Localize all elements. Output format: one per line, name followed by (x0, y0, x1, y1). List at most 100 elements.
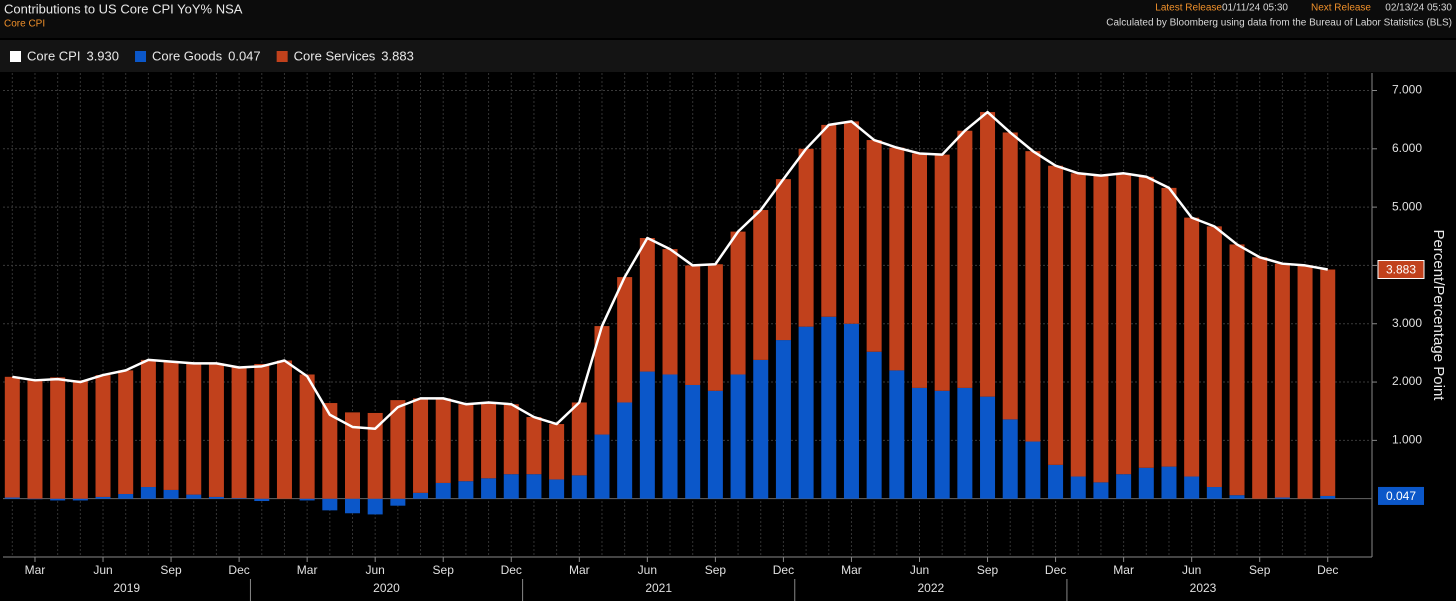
bar (1138, 467, 1154, 499)
bar (254, 363, 270, 499)
bar (481, 402, 497, 479)
legend-bg (0, 40, 1456, 72)
x-tick-label: Mar (569, 563, 590, 577)
bar (140, 359, 156, 488)
bar (957, 387, 973, 499)
bar (889, 147, 905, 371)
bar (390, 400, 406, 499)
bar (435, 398, 451, 483)
bar (118, 494, 134, 499)
bar (889, 370, 905, 499)
x-tick-label: Mar (1113, 563, 1134, 577)
chart-subtitle: Core CPI (4, 19, 45, 30)
bar (775, 340, 791, 499)
bar (1274, 497, 1290, 499)
bar (322, 498, 338, 511)
bar (753, 359, 769, 499)
bar (1161, 187, 1177, 467)
latest-release-label: Latest Release (1155, 3, 1222, 14)
bar (934, 390, 950, 499)
bar (1274, 263, 1290, 498)
bar (1070, 476, 1086, 499)
bar (367, 412, 383, 499)
legend-swatch (276, 51, 288, 62)
bar (685, 384, 701, 499)
bar (1229, 495, 1245, 499)
bar (1184, 217, 1200, 477)
bar (1206, 226, 1222, 488)
bar (707, 390, 723, 499)
bar (526, 474, 542, 499)
last-value-label: 0.047 (1386, 489, 1416, 503)
bar (4, 376, 20, 498)
bar (980, 112, 996, 397)
bar (549, 424, 565, 480)
bar (27, 498, 43, 500)
source-note: Calculated by Bloomberg using data from … (1106, 18, 1452, 29)
bar (798, 148, 814, 327)
bar (1116, 474, 1132, 499)
line (12, 110, 1328, 430)
bar (685, 265, 701, 385)
year-label: 2020 (373, 581, 400, 595)
x-tick-label: Sep (705, 563, 727, 577)
y-tick-label: 5.000 (1392, 199, 1422, 213)
bar (413, 398, 429, 493)
bar (1093, 482, 1109, 499)
bar (299, 374, 315, 499)
chart-title: Contributions to US Core CPI YoY% NSA (4, 1, 243, 16)
bar (662, 374, 678, 499)
bar (458, 404, 474, 482)
bar (730, 374, 746, 499)
bar (1025, 441, 1041, 499)
y-axis-label: Percent/Percentage Point (1430, 230, 1447, 402)
y-tick-label: 6.000 (1392, 141, 1422, 155)
year-label: 2023 (1190, 581, 1217, 595)
next-release: 02/13/24 05:30 (1385, 3, 1452, 14)
y-tick-label: 3.000 (1392, 316, 1422, 330)
bar (208, 496, 224, 499)
bar (1297, 265, 1313, 499)
bar (1025, 151, 1041, 442)
bar (95, 496, 111, 499)
legend-value: 3.930 (86, 48, 119, 63)
bar (72, 498, 88, 501)
bar (957, 130, 973, 388)
x-tick-label: Dec (501, 563, 522, 577)
bar (345, 498, 360, 514)
bar (1093, 175, 1109, 483)
x-tick-label: Dec (773, 563, 794, 577)
x-tick-label: Jun (910, 563, 929, 577)
bar (707, 264, 723, 391)
x-tick-label: Sep (160, 563, 182, 577)
bar (775, 179, 791, 341)
legend-label: Core Services (294, 48, 376, 63)
bar (980, 396, 996, 499)
last-value-flag (1377, 260, 1425, 280)
year-label: 2019 (113, 581, 140, 595)
y-tick-label: 2.000 (1392, 374, 1422, 388)
bar (4, 497, 20, 499)
bar (435, 482, 451, 499)
bar (662, 249, 678, 375)
bar (1229, 244, 1245, 496)
x-tick-label: Dec (228, 563, 249, 577)
bar (481, 478, 497, 499)
x-tick-label: Jun (366, 563, 385, 577)
x-tick-label: Dec (1317, 563, 1338, 577)
legend-swatch (135, 51, 147, 62)
bar (118, 370, 134, 495)
latest-release: 01/11/24 05:30 (1222, 3, 1288, 14)
bar (163, 489, 179, 499)
bar (843, 323, 859, 499)
header-bg (0, 0, 1456, 38)
legend-label: Core Goods (152, 48, 223, 63)
bar (753, 210, 769, 360)
bar (413, 492, 429, 499)
bar (1002, 132, 1018, 420)
bar (866, 351, 882, 499)
x-tick-label: Jun (1182, 563, 1201, 577)
bar (299, 498, 315, 501)
bar (27, 379, 43, 499)
